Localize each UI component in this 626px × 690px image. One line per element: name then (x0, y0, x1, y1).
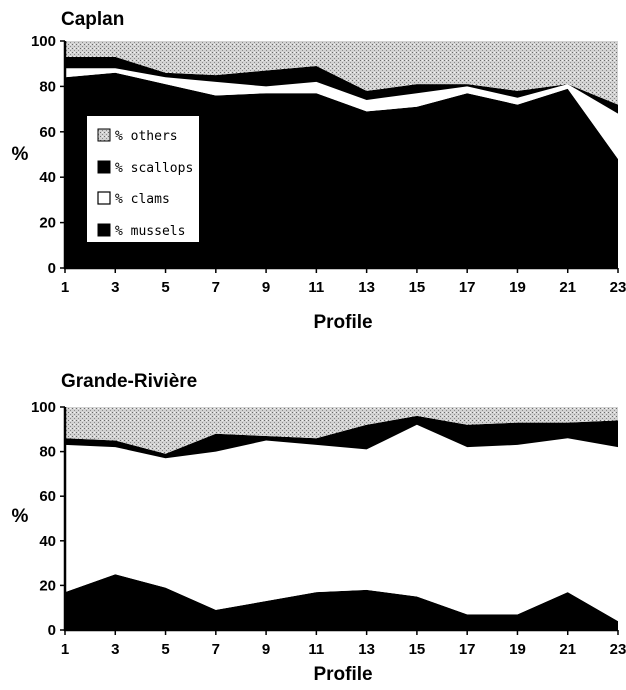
x-tick-label: 3 (111, 279, 119, 296)
area-scallops (65, 56, 618, 114)
legend-label-mussels: % mussels (115, 224, 185, 239)
x-tick-label: 11 (308, 641, 324, 658)
legend-label-clams: % clams (115, 192, 170, 207)
axes (60, 406, 619, 635)
x-tick-label: 5 (161, 279, 169, 296)
y-tick-labels: 0 20 40 60 80 100 (31, 399, 56, 639)
x-axis-label: Profile (313, 312, 372, 333)
legend: % others % scallops % clams % mussels (87, 116, 199, 242)
y-tick-label: 100 (31, 399, 56, 416)
x-tick-label: 7 (212, 641, 220, 658)
y-tick-label: 80 (39, 444, 56, 461)
x-axis-label: Profile (313, 664, 372, 685)
area-others (65, 41, 618, 105)
y-axis-label: % (12, 144, 29, 165)
y-tick-label: 20 (39, 215, 56, 232)
area-others (65, 407, 618, 454)
x-tick-label: 15 (409, 641, 426, 658)
x-tick-label: 19 (509, 641, 526, 658)
x-tick-label: 13 (358, 641, 375, 658)
area-clams (65, 68, 618, 159)
y-tick-label: 60 (39, 124, 56, 141)
area-clams (65, 424, 618, 622)
x-tick-label: 17 (459, 641, 476, 658)
y-tick-label: 20 (39, 577, 56, 594)
legend-item: % others (97, 128, 178, 144)
y-tick-label: 80 (39, 78, 56, 95)
legend-swatch-mussels (97, 223, 111, 237)
x-tick-label: 9 (262, 279, 270, 296)
x-tick-label: 15 (409, 279, 426, 296)
area-layers (65, 407, 618, 630)
legend-item: % mussels (97, 223, 185, 239)
y-tick-label: 40 (39, 533, 56, 550)
y-tick-label: 40 (39, 169, 56, 186)
y-tick-label: 60 (39, 488, 56, 505)
x-tick-label: 13 (358, 279, 375, 296)
area-scallops (65, 415, 618, 459)
x-tick-labels: 1 3 5 7 9 11 13 15 17 19 21 23 (61, 641, 626, 658)
legend-item: % clams (97, 191, 170, 207)
x-tick-label: 21 (559, 279, 576, 296)
legend-label-others: % others (115, 129, 178, 144)
y-tick-label: 0 (48, 260, 56, 277)
x-tick-label: 23 (610, 279, 626, 296)
x-tick-labels: 1 3 5 7 9 11 13 15 17 19 21 23 (61, 279, 626, 296)
x-tick-label: 1 (61, 641, 69, 658)
x-tick-label: 23 (610, 641, 626, 658)
x-tick-label: 11 (308, 279, 324, 296)
legend-swatch-scallops (97, 160, 111, 174)
chart-title: Caplan (61, 9, 124, 30)
legend-label-scallops: % scallops (115, 161, 193, 176)
axes (60, 40, 619, 273)
y-tick-labels: 0 20 40 60 80 100 (31, 33, 56, 277)
x-tick-label: 5 (161, 641, 169, 658)
x-tick-label: 9 (262, 641, 270, 658)
y-tick-label: 0 (48, 622, 56, 639)
chart-title: Grande-Rivière (61, 371, 197, 392)
x-tick-label: 17 (459, 279, 476, 296)
x-tick-label: 7 (212, 279, 220, 296)
legend-item: % scallops (97, 160, 193, 176)
area-mussels (65, 72, 618, 268)
area-layers (65, 41, 618, 268)
x-tick-label: 1 (61, 279, 69, 296)
x-tick-label: 21 (559, 641, 576, 658)
y-axis-label: % (12, 506, 29, 527)
area-mussels (65, 574, 618, 630)
x-tick-label: 3 (111, 641, 119, 658)
x-tick-label: 19 (509, 279, 526, 296)
y-tick-label: 100 (31, 33, 56, 50)
legend-swatch-others (97, 128, 111, 142)
legend-swatch-clams (97, 191, 111, 205)
